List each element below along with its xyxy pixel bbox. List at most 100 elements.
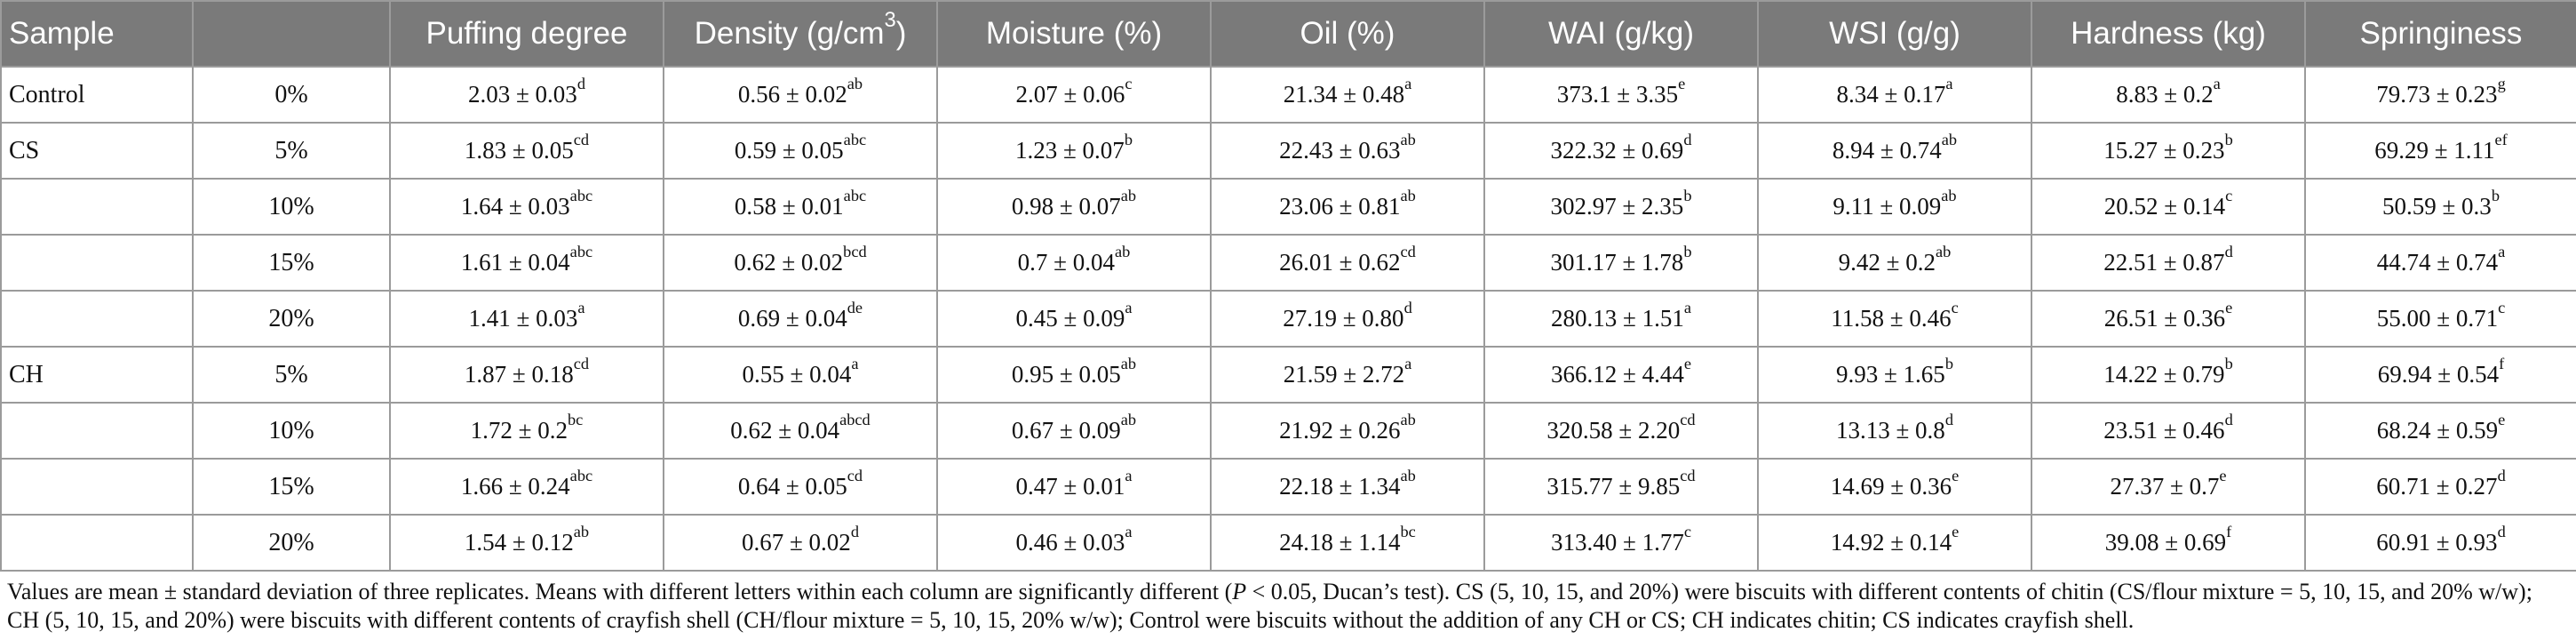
cell-value: 60.91 ± 0.93 (2376, 529, 2498, 556)
significance-letters: b (2224, 131, 2233, 149)
significance-letters: d (2224, 243, 2233, 261)
cell-content-level: 20% (192, 290, 391, 348)
cell-content-level: 0% (192, 66, 391, 124)
significance-letters: e (1952, 523, 1960, 541)
cell-value: 21.34 ± 0.48 (1283, 81, 1405, 108)
header-wsi: WSI (g/g) (1757, 0, 2032, 68)
cell-value: 69.94 ± 0.54 (2377, 361, 2500, 388)
cell-wai: 320.58 ± 2.20cd (1483, 402, 1759, 460)
cell-moisture: 0.95 ± 0.05ab (936, 346, 1212, 404)
cell-value: 8.94 ± 0.74 (1832, 137, 1942, 164)
significance-letters: d (576, 75, 585, 93)
cell-moisture: 0.67 ± 0.09ab (936, 402, 1212, 460)
cell-value: 55.00 ± 0.71 (2376, 305, 2499, 332)
significance-letters: a (851, 355, 859, 373)
cell-wai: 301.17 ± 1.78b (1483, 234, 1759, 292)
cell-value: 22.18 ± 1.34 (1279, 473, 1401, 500)
cell-puffing-degree: 1.41 ± 0.03a (389, 290, 664, 348)
significance-letters: ab (1120, 187, 1137, 205)
cell-springiness: 68.24 ± 0.59e (2304, 402, 2576, 460)
significance-letters: e (1678, 75, 1686, 93)
cell-oil: 22.43 ± 0.63ab (1210, 122, 1485, 180)
cell-wsi: 9.93 ± 1.65b (1757, 346, 2032, 404)
cell-density: 0.55 ± 0.04a (663, 346, 938, 404)
cell-value: 0.62 ± 0.02 (734, 249, 844, 276)
significance-letters: c (2498, 299, 2506, 317)
cell-density: 0.64 ± 0.05cd (663, 458, 938, 516)
cell-value: 320.58 ± 2.20 (1546, 417, 1681, 444)
significance-letters: d (2224, 411, 2233, 429)
cell-value: 13.13 ± 0.8 (1835, 417, 1945, 444)
significance-letters: ab (1935, 243, 1952, 261)
cell-hardness: 8.83 ± 0.2a (2031, 66, 2306, 124)
significance-letters: ab (1941, 131, 1958, 149)
cell-value: 23.06 ± 0.81 (1279, 193, 1401, 220)
cell-value: 302.97 ± 2.35 (1550, 193, 1684, 220)
significance-letters: a (1125, 467, 1133, 485)
cell-puffing-degree: 1.83 ± 0.05cd (389, 122, 664, 180)
cell-springiness: 79.73 ± 0.23g (2304, 66, 2576, 124)
footnote-part-2: < 0.05, Ducan’s test). CS (5, 10, 15, an… (7, 579, 2532, 633)
table-row: 20% 1.41 ± 0.03a 0.69 ± 0.04de 0.45 ± 0.09a… (0, 290, 2576, 348)
cell-value: 1.61 ± 0.04 (460, 249, 570, 276)
cell-value: 1.23 ± 0.07 (1014, 137, 1125, 164)
footnote-part-1: Values are mean ± standard deviation of … (7, 579, 1233, 604)
cell-hardness: 15.27 ± 0.23b (2031, 122, 2306, 180)
cell-value: 14.92 ± 0.14 (1830, 529, 1952, 556)
table-row: Control 0% 2.03 ± 0.03d 0.56 ± 0.02ab 2.07 ±… (0, 66, 2576, 124)
significance-letters: de (847, 299, 863, 317)
cell-density: 0.62 ± 0.02bcd (663, 234, 938, 292)
significance-letters: d (2497, 467, 2506, 485)
cell-value: 301.17 ± 1.78 (1550, 249, 1684, 276)
cell-value: 79.73 ± 0.23 (2376, 81, 2498, 108)
cell-content-level: 10% (192, 402, 391, 460)
significance-letters: f (2226, 523, 2232, 541)
cell-value: 44.74 ± 0.74 (2376, 249, 2499, 276)
cell-sample-group (0, 402, 194, 460)
cell-springiness: 60.71 ± 0.27d (2304, 458, 2576, 516)
cell-value: 0.67 ± 0.09 (1011, 417, 1121, 444)
significance-letters: d (850, 523, 859, 541)
cell-value: 1.83 ± 0.05 (464, 137, 574, 164)
table-body: Control 0% 2.03 ± 0.03d 0.56 ± 0.02ab 2.07 ±… (0, 66, 2576, 572)
significance-letters: a (1404, 355, 1412, 373)
significance-letters: e (2498, 411, 2506, 429)
cell-value: 20.52 ± 0.14 (2103, 193, 2226, 220)
cell-wai: 366.12 ± 4.44e (1483, 346, 1759, 404)
cell-value: 2.03 ± 0.03 (467, 81, 577, 108)
cell-value: 1.66 ± 0.24 (460, 473, 570, 500)
cell-value: 8.83 ± 0.2 (2116, 81, 2214, 108)
significance-letters: e (2219, 467, 2227, 485)
significance-letters: abcd (839, 411, 871, 429)
significance-letters: e (1952, 467, 1960, 485)
cell-value: 69.29 ± 1.11 (2374, 137, 2495, 164)
cell-value: 0.45 ± 0.09 (1015, 305, 1125, 332)
cell-value: 9.11 ± 0.09 (1833, 193, 1942, 220)
significance-letters: c (1125, 75, 1133, 93)
cell-value: 21.59 ± 2.72 (1283, 361, 1405, 388)
table-header-row: Sample Puffing degree Density (g/cm3) Mo… (0, 0, 2576, 68)
cell-content-level: 20% (192, 514, 391, 572)
significance-letters: a (1404, 75, 1412, 93)
cell-value: 39.08 ± 0.69 (2104, 529, 2227, 556)
cell-density: 0.62 ± 0.04abcd (663, 402, 938, 460)
cell-wsi: 8.94 ± 0.74ab (1757, 122, 2032, 180)
cell-puffing-degree: 1.66 ± 0.24abc (389, 458, 664, 516)
cell-value: 0.69 ± 0.04 (737, 305, 847, 332)
header-moisture: Moisture (%) (936, 0, 1212, 68)
table-row: 10% 1.72 ± 0.2bc 0.62 ± 0.04abcd 0.67 ± 0.0… (0, 402, 2576, 460)
cell-value: 9.42 ± 0.2 (1838, 249, 1936, 276)
header-puffing-degree: Puffing degree (389, 0, 664, 68)
cell-value: 0.58 ± 0.01 (734, 193, 844, 220)
cell-puffing-degree: 2.03 ± 0.03d (389, 66, 664, 124)
cell-moisture: 0.45 ± 0.09a (936, 290, 1212, 348)
header-oil: Oil (%) (1210, 0, 1485, 68)
cell-sample-group (0, 178, 194, 236)
table-row: 20% 1.54 ± 0.12ab 0.67 ± 0.02d 0.46 ± 0.03a… (0, 514, 2576, 572)
table-row: 15% 1.66 ± 0.24abc 0.64 ± 0.05cd 0.47 ± 0.0… (0, 458, 2576, 516)
cell-value: 373.1 ± 3.35 (1556, 81, 1679, 108)
significance-letters: cd (847, 467, 863, 485)
cell-hardness: 22.51 ± 0.87d (2031, 234, 2306, 292)
cell-wsi: 13.13 ± 0.8d (1757, 402, 2032, 460)
cell-density: 0.56 ± 0.02ab (663, 66, 938, 124)
